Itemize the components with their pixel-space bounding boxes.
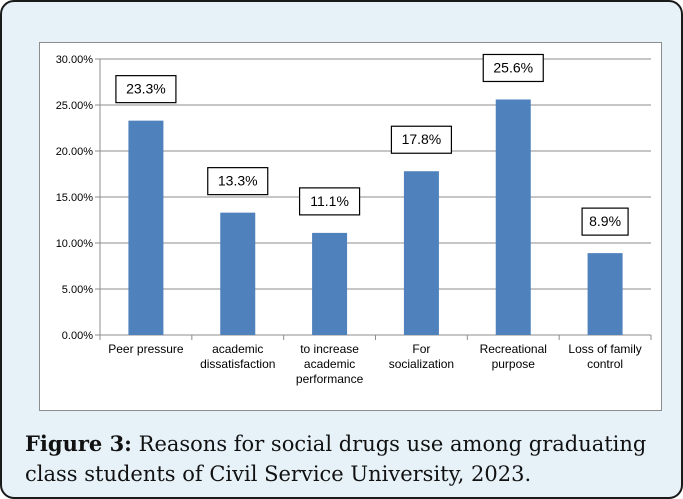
data-label-box xyxy=(581,207,629,236)
y-tick-label: 5.00% xyxy=(62,284,93,296)
data-label-box xyxy=(298,187,361,216)
x-tick-label: control xyxy=(587,357,623,371)
x-tick-label: purpose xyxy=(492,357,536,371)
x-tick-label: to increase xyxy=(300,342,359,356)
x-tick-label: Loss of family xyxy=(568,342,641,356)
x-tick-label: For xyxy=(412,342,430,356)
data-label: 25.6% xyxy=(493,59,533,75)
data-label: 8.9% xyxy=(589,213,621,229)
chart-area: 0.00% 5.00% 10.00% 15.00% 20.00% 25.00% 30.00%… xyxy=(39,42,662,411)
bar xyxy=(220,212,256,335)
y-tick-label: 15.00% xyxy=(56,192,94,204)
bar xyxy=(495,99,531,335)
y-tick-label: 0.00% xyxy=(62,330,93,342)
data-label-box xyxy=(390,125,453,154)
data-label: 23.3% xyxy=(126,81,166,97)
data-label-box xyxy=(115,75,177,104)
data-label: 11.1% xyxy=(310,193,349,209)
figure-caption-label: Figure 3: xyxy=(25,431,132,456)
y-tick-label: 10.00% xyxy=(56,238,94,250)
figure-caption-text: Reasons for social drugs use among gradu… xyxy=(25,432,647,486)
bar xyxy=(312,232,348,335)
y-tick-label: 20.00% xyxy=(56,146,94,158)
data-label: 13.3% xyxy=(218,173,258,189)
figure-caption: Figure 3: Reasons for social drugs use a… xyxy=(25,429,675,489)
bar-chart: 0.00% 5.00% 10.00% 15.00% 20.00% 25.00% 30.00%… xyxy=(56,53,652,386)
data-label-box xyxy=(482,53,544,83)
bar xyxy=(403,171,439,335)
y-tick-label: 30.00% xyxy=(56,54,94,66)
bar xyxy=(587,253,623,335)
x-tick-label: socialization xyxy=(389,357,454,371)
data-label: 17.8% xyxy=(402,131,442,147)
x-tick-label: academic xyxy=(212,342,263,356)
y-tick-label: 25.00% xyxy=(56,100,94,112)
x-tick-label: dissatisfaction xyxy=(200,357,275,371)
x-tick-label: academic xyxy=(304,357,355,371)
x-tick-label: Peer pressure xyxy=(108,342,184,356)
bar xyxy=(128,120,164,335)
data-label-box xyxy=(207,167,269,196)
x-tick-label: Recreational xyxy=(480,342,547,356)
x-tick-label: performance xyxy=(296,372,364,386)
